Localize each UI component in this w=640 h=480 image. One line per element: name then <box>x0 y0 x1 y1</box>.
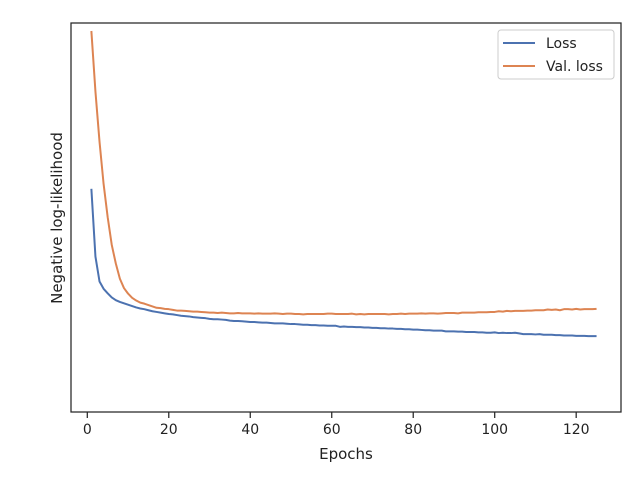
x-tick-label: 100 <box>481 422 508 438</box>
x-tick-label: 120 <box>563 422 590 438</box>
legend-label-loss: Loss <box>546 36 577 52</box>
y-axis-label: Negative log-likelihood <box>48 132 66 304</box>
x-axis-label: Epochs <box>319 445 373 463</box>
x-tick-label: 0 <box>83 422 92 438</box>
x-tick-label: 40 <box>241 422 259 438</box>
x-tick-label: 60 <box>323 422 341 438</box>
legend-label-val-loss: Val. loss <box>546 59 603 75</box>
series-line-val-loss <box>90 30 597 316</box>
x-tick-label: 80 <box>404 422 422 438</box>
x-axis-ticks: 0 20 40 60 80 100 120 <box>83 412 590 438</box>
axes-frame <box>70 22 622 413</box>
plot-area <box>90 30 597 338</box>
legend: Loss Val. loss <box>497 29 615 80</box>
series-line-loss <box>90 188 597 338</box>
x-tick-label: 20 <box>160 422 178 438</box>
